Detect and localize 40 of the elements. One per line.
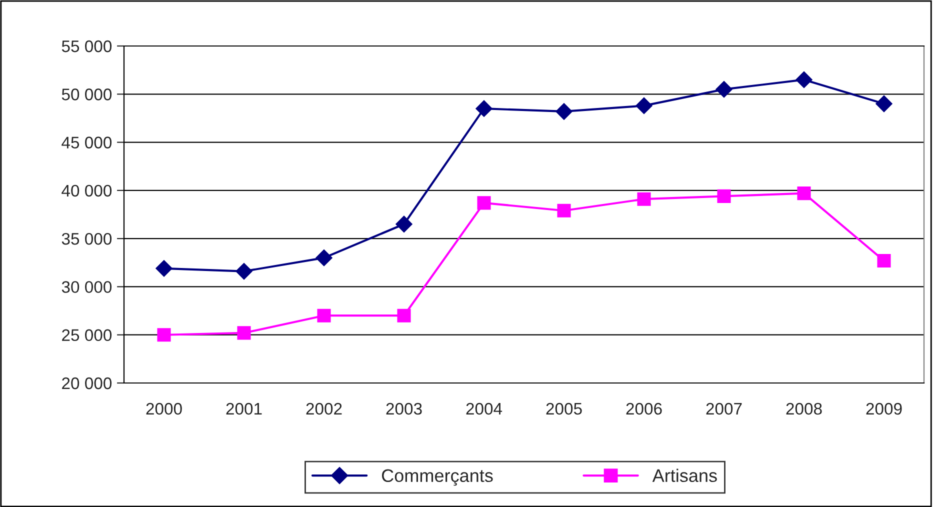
x-tick-label: 2000 <box>146 402 182 415</box>
x-tick-label: 2002 <box>306 402 342 415</box>
point <box>876 95 892 112</box>
x-tick-label: 2001 <box>226 402 262 415</box>
point <box>156 260 172 277</box>
point <box>717 189 731 203</box>
point <box>477 196 491 210</box>
y-tick-label: 30 000 <box>62 281 112 293</box>
y-tick-label: 20 000 <box>62 377 112 390</box>
x-tick-label: 2006 <box>626 402 662 415</box>
y-tick-label: 50 000 <box>62 88 112 100</box>
x-tick-label: 2005 <box>546 402 582 415</box>
point <box>476 100 492 117</box>
y-tick-label: 45 000 <box>62 136 112 148</box>
point <box>797 186 811 200</box>
y-tick-label: 35 000 <box>62 232 112 245</box>
x-tick-label: 2009 <box>866 402 902 415</box>
point <box>557 204 571 218</box>
point <box>796 71 812 88</box>
point <box>237 326 251 340</box>
legend-label: Commerçants <box>382 469 493 486</box>
point <box>396 216 412 233</box>
x-tick-label: 2004 <box>466 402 502 415</box>
point <box>877 254 891 268</box>
point <box>636 97 652 114</box>
point <box>637 192 651 206</box>
x-tick-label: 2008 <box>786 402 822 415</box>
point <box>316 249 332 266</box>
point <box>397 308 411 322</box>
legend-label: Artisans <box>652 468 717 482</box>
y-tick-label: 40 000 <box>62 184 112 197</box>
point <box>556 103 572 120</box>
point <box>716 80 732 98</box>
x-tick-label: 2007 <box>706 402 742 415</box>
point <box>157 328 171 342</box>
x-tick-label: 2003 <box>386 402 422 415</box>
y-tick-label: 25 000 <box>62 329 112 342</box>
point <box>236 262 252 280</box>
y-tick-label: 55 000 <box>62 40 112 52</box>
point <box>317 308 331 322</box>
